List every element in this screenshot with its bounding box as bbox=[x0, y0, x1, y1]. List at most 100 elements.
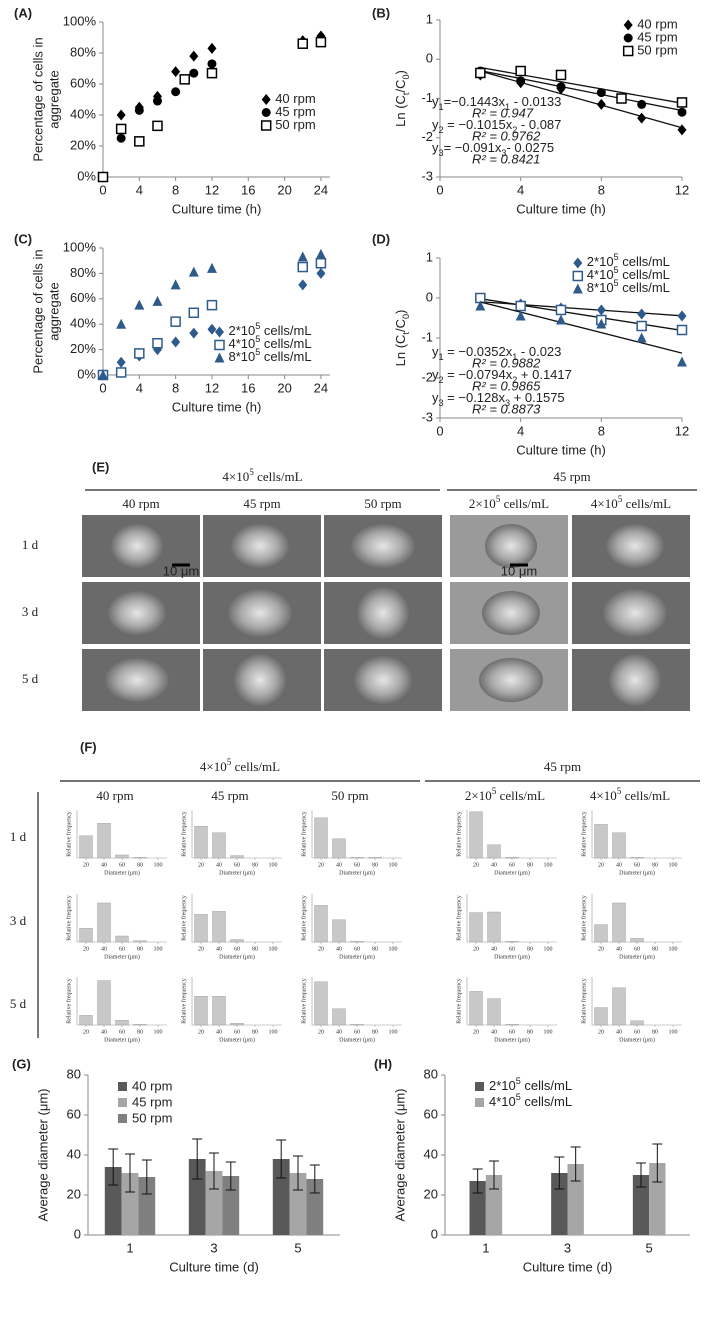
histogram: Relative frequency 20 40 60 80 100 Diameter (μ… bbox=[580, 977, 682, 1043]
x-tick-label: 100 bbox=[544, 946, 553, 952]
histogram: Relative frequency 20 40 60 80 100 Diameter (μ… bbox=[455, 894, 557, 960]
y-axis-label: Relative frequency bbox=[455, 895, 462, 940]
error-bar bbox=[125, 1153, 135, 1193]
column-label-part: 4×10 bbox=[591, 496, 618, 511]
error-bar bbox=[652, 1143, 663, 1183]
bar bbox=[115, 854, 129, 859]
micrograph bbox=[572, 582, 690, 644]
bar bbox=[133, 857, 147, 859]
histogram: Relative frequency 20 40 60 80 100 Diameter (μ… bbox=[65, 977, 167, 1043]
micrograph bbox=[82, 649, 200, 711]
equation-part: 2 bbox=[439, 375, 444, 385]
legend-label-part: 4*10 bbox=[587, 267, 614, 282]
aggregate bbox=[485, 524, 537, 568]
panel-label: (H) bbox=[374, 1056, 392, 1071]
y-tick-label: 20% bbox=[70, 341, 96, 356]
x-tick-label: 8 bbox=[172, 380, 179, 395]
x-tick-label: 16 bbox=[241, 182, 255, 197]
x-tick-label: 20 bbox=[198, 862, 204, 868]
legend-label: 4*105 cells/mL bbox=[229, 334, 312, 351]
r-squared: R² = 0.8873 bbox=[472, 401, 541, 416]
equation-part: y bbox=[432, 140, 439, 155]
x-tick-label: 100 bbox=[154, 862, 163, 868]
row-label: 3 d bbox=[22, 604, 39, 619]
y-axis-label: Average diameter (μm) bbox=[35, 1089, 50, 1222]
column-label-part: cells/mL bbox=[621, 788, 670, 803]
bar bbox=[188, 1159, 206, 1235]
x-tick-label: 60 bbox=[509, 1029, 515, 1035]
x-tick-label: 20 bbox=[318, 862, 324, 868]
legend-label-part: 5 bbox=[516, 1092, 521, 1102]
x-tick-label: 80 bbox=[252, 946, 258, 952]
marker bbox=[516, 76, 526, 86]
bar bbox=[594, 824, 608, 859]
x-tick-label: 40 bbox=[216, 1029, 222, 1035]
y-tick-label: 40% bbox=[70, 106, 96, 121]
y-tick-label: -2 bbox=[421, 129, 433, 144]
x-tick-label: 20 bbox=[277, 380, 291, 395]
x-tick-label: 20 bbox=[598, 946, 604, 952]
column-label-part: 5 bbox=[618, 494, 623, 504]
micrograph bbox=[324, 582, 442, 644]
bar bbox=[630, 857, 644, 859]
micrograph bbox=[203, 649, 321, 711]
x-axis-label: Diameter (μm) bbox=[219, 953, 255, 960]
marker bbox=[596, 88, 606, 98]
y-tick-label: 40% bbox=[70, 316, 96, 331]
y-axis-label: Relative frequency bbox=[65, 895, 72, 940]
legend-label: 40 rpm bbox=[637, 16, 677, 31]
equation-part: = −0.0352x bbox=[444, 344, 513, 359]
x-tick-label: 40 bbox=[616, 862, 622, 868]
x-axis-label: Diameter (μm) bbox=[104, 953, 140, 960]
equation-part: 3 bbox=[439, 148, 444, 158]
error-bar bbox=[309, 1164, 320, 1194]
legend-label: 45 rpm bbox=[132, 1094, 172, 1109]
column-label-part: 5 bbox=[617, 786, 622, 796]
micrograph bbox=[572, 649, 690, 711]
x-tick-label: 80 bbox=[652, 1029, 658, 1035]
column-label-part: 5 bbox=[496, 494, 501, 504]
panel-label: (C) bbox=[14, 231, 32, 246]
legend-label: 8*105 cells/mL bbox=[587, 278, 670, 295]
y-axis-label-part: Ln (C bbox=[393, 95, 408, 127]
x-tick-label: 16 bbox=[241, 380, 255, 395]
bar bbox=[630, 938, 644, 943]
y-axis-label-part: Ln (C bbox=[393, 335, 408, 367]
bar bbox=[649, 1163, 666, 1235]
micrograph bbox=[450, 515, 568, 577]
x-tick-label: 80 bbox=[372, 1029, 378, 1035]
aggregate bbox=[609, 654, 661, 706]
row-label: 1 d bbox=[10, 829, 27, 844]
row-label: 5 d bbox=[22, 671, 39, 686]
equation-part: y bbox=[432, 344, 439, 359]
x-axis-label: Diameter (μm) bbox=[619, 1036, 655, 1043]
y-axis-label: Relative frequency bbox=[180, 895, 187, 940]
marker bbox=[515, 310, 526, 321]
marker bbox=[573, 257, 583, 269]
equation: y3= −0.091x3- 0.0275 bbox=[432, 140, 554, 158]
aggregate bbox=[606, 524, 664, 568]
x-tick-label: 80 bbox=[137, 946, 143, 952]
equation-part: 1 bbox=[512, 352, 517, 362]
bar bbox=[115, 935, 129, 943]
marker bbox=[636, 320, 647, 332]
bar bbox=[469, 811, 483, 859]
x-tick-label: 8 bbox=[172, 182, 179, 197]
bar bbox=[505, 1024, 519, 1026]
y-tick-label: 80 bbox=[67, 1066, 81, 1081]
x-tick-label: 60 bbox=[509, 862, 515, 868]
marker bbox=[637, 308, 647, 320]
x-tick-label: 60 bbox=[234, 1029, 240, 1035]
marker bbox=[115, 367, 127, 378]
bar bbox=[194, 914, 208, 943]
y-axis-label-part: 0 bbox=[401, 74, 411, 79]
x-axis-label: Diameter (μm) bbox=[619, 869, 655, 876]
marker bbox=[555, 304, 567, 316]
bar bbox=[350, 1024, 364, 1026]
micrograph bbox=[203, 582, 321, 644]
marker bbox=[116, 356, 126, 368]
x-tick-label: 40 bbox=[216, 946, 222, 952]
micrograph bbox=[450, 649, 568, 711]
marker bbox=[676, 97, 688, 108]
bar bbox=[222, 1176, 240, 1235]
